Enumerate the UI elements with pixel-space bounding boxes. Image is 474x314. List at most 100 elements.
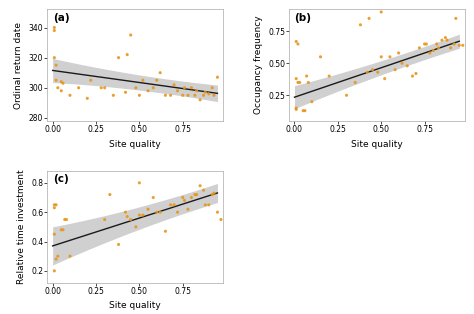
Point [101, 217, 109, 222]
Point [136, 93, 143, 98]
Point [136, 213, 143, 218]
Point [433, 41, 440, 46]
Point [305, 80, 312, 85]
Point [459, 43, 466, 48]
Point [153, 78, 161, 83]
Point [51, 55, 58, 60]
Point [52, 63, 60, 68]
Point [443, 38, 451, 43]
Point [51, 0, 58, 3]
Point [214, 75, 221, 80]
Point [301, 108, 309, 113]
Point [365, 16, 373, 21]
Point [191, 192, 199, 197]
Point [188, 195, 195, 200]
Point [201, 202, 209, 207]
Point [386, 54, 394, 59]
Point [456, 43, 463, 48]
Point [109, 93, 117, 98]
Point [217, 217, 225, 222]
Point [421, 41, 428, 46]
Point [398, 61, 406, 66]
Point [174, 210, 182, 215]
Point [381, 76, 389, 81]
Point [210, 191, 218, 196]
Point [122, 210, 129, 215]
Point [156, 70, 164, 75]
Point [317, 54, 324, 59]
Point [139, 213, 146, 218]
Point [292, 39, 300, 44]
Point [127, 33, 135, 38]
Point [409, 73, 416, 78]
Point [144, 207, 152, 212]
Point [51, 232, 58, 237]
Point [66, 254, 74, 259]
Point [179, 93, 187, 98]
Point [83, 96, 91, 101]
Point [51, 205, 58, 210]
Point [52, 78, 60, 83]
Point [191, 93, 199, 98]
Point [184, 93, 192, 98]
Point [51, 28, 58, 33]
Point [97, 85, 105, 90]
Point [59, 81, 67, 86]
Point [209, 85, 216, 90]
X-axis label: Site quality: Site quality [109, 140, 161, 149]
Point [123, 52, 131, 57]
Point [149, 85, 157, 90]
Point [115, 242, 122, 247]
Point [452, 16, 460, 21]
Point [447, 45, 455, 50]
Point [374, 70, 382, 75]
Point [181, 85, 188, 90]
Y-axis label: Ordinal return date: Ordinal return date [14, 22, 23, 109]
Point [122, 90, 129, 95]
Point [416, 45, 423, 50]
Point [52, 257, 60, 262]
Point [184, 207, 192, 212]
Point [412, 71, 419, 76]
Point [156, 210, 164, 215]
Point [438, 38, 446, 43]
Point [296, 80, 303, 85]
Point [149, 195, 157, 200]
Point [351, 80, 359, 85]
Point [200, 188, 207, 193]
Point [179, 195, 187, 200]
Point [115, 55, 122, 60]
Point [87, 78, 95, 83]
Point [364, 70, 371, 75]
Point [57, 88, 65, 93]
Point [123, 214, 131, 219]
Point [429, 48, 437, 53]
Point [300, 108, 307, 113]
Point [167, 202, 174, 207]
Point [170, 82, 178, 87]
Point [450, 41, 458, 46]
Point [162, 93, 169, 98]
Point [61, 217, 69, 222]
Point [51, 25, 58, 30]
Point [325, 73, 333, 78]
Point [442, 35, 449, 40]
Point [196, 97, 204, 102]
Text: (b): (b) [294, 13, 311, 23]
Point [294, 41, 302, 46]
Point [214, 210, 221, 215]
X-axis label: Site quality: Site quality [109, 301, 161, 310]
Y-axis label: Occupancy frequency: Occupancy frequency [254, 16, 263, 115]
Point [395, 51, 402, 56]
Point [196, 183, 204, 188]
Point [205, 91, 212, 96]
Point [174, 88, 182, 93]
Point [63, 217, 70, 222]
Point [292, 106, 300, 111]
Point [66, 93, 74, 98]
Point [54, 254, 62, 259]
Point [127, 217, 135, 222]
Point [57, 227, 65, 232]
Point [209, 192, 216, 197]
Point [52, 202, 60, 207]
